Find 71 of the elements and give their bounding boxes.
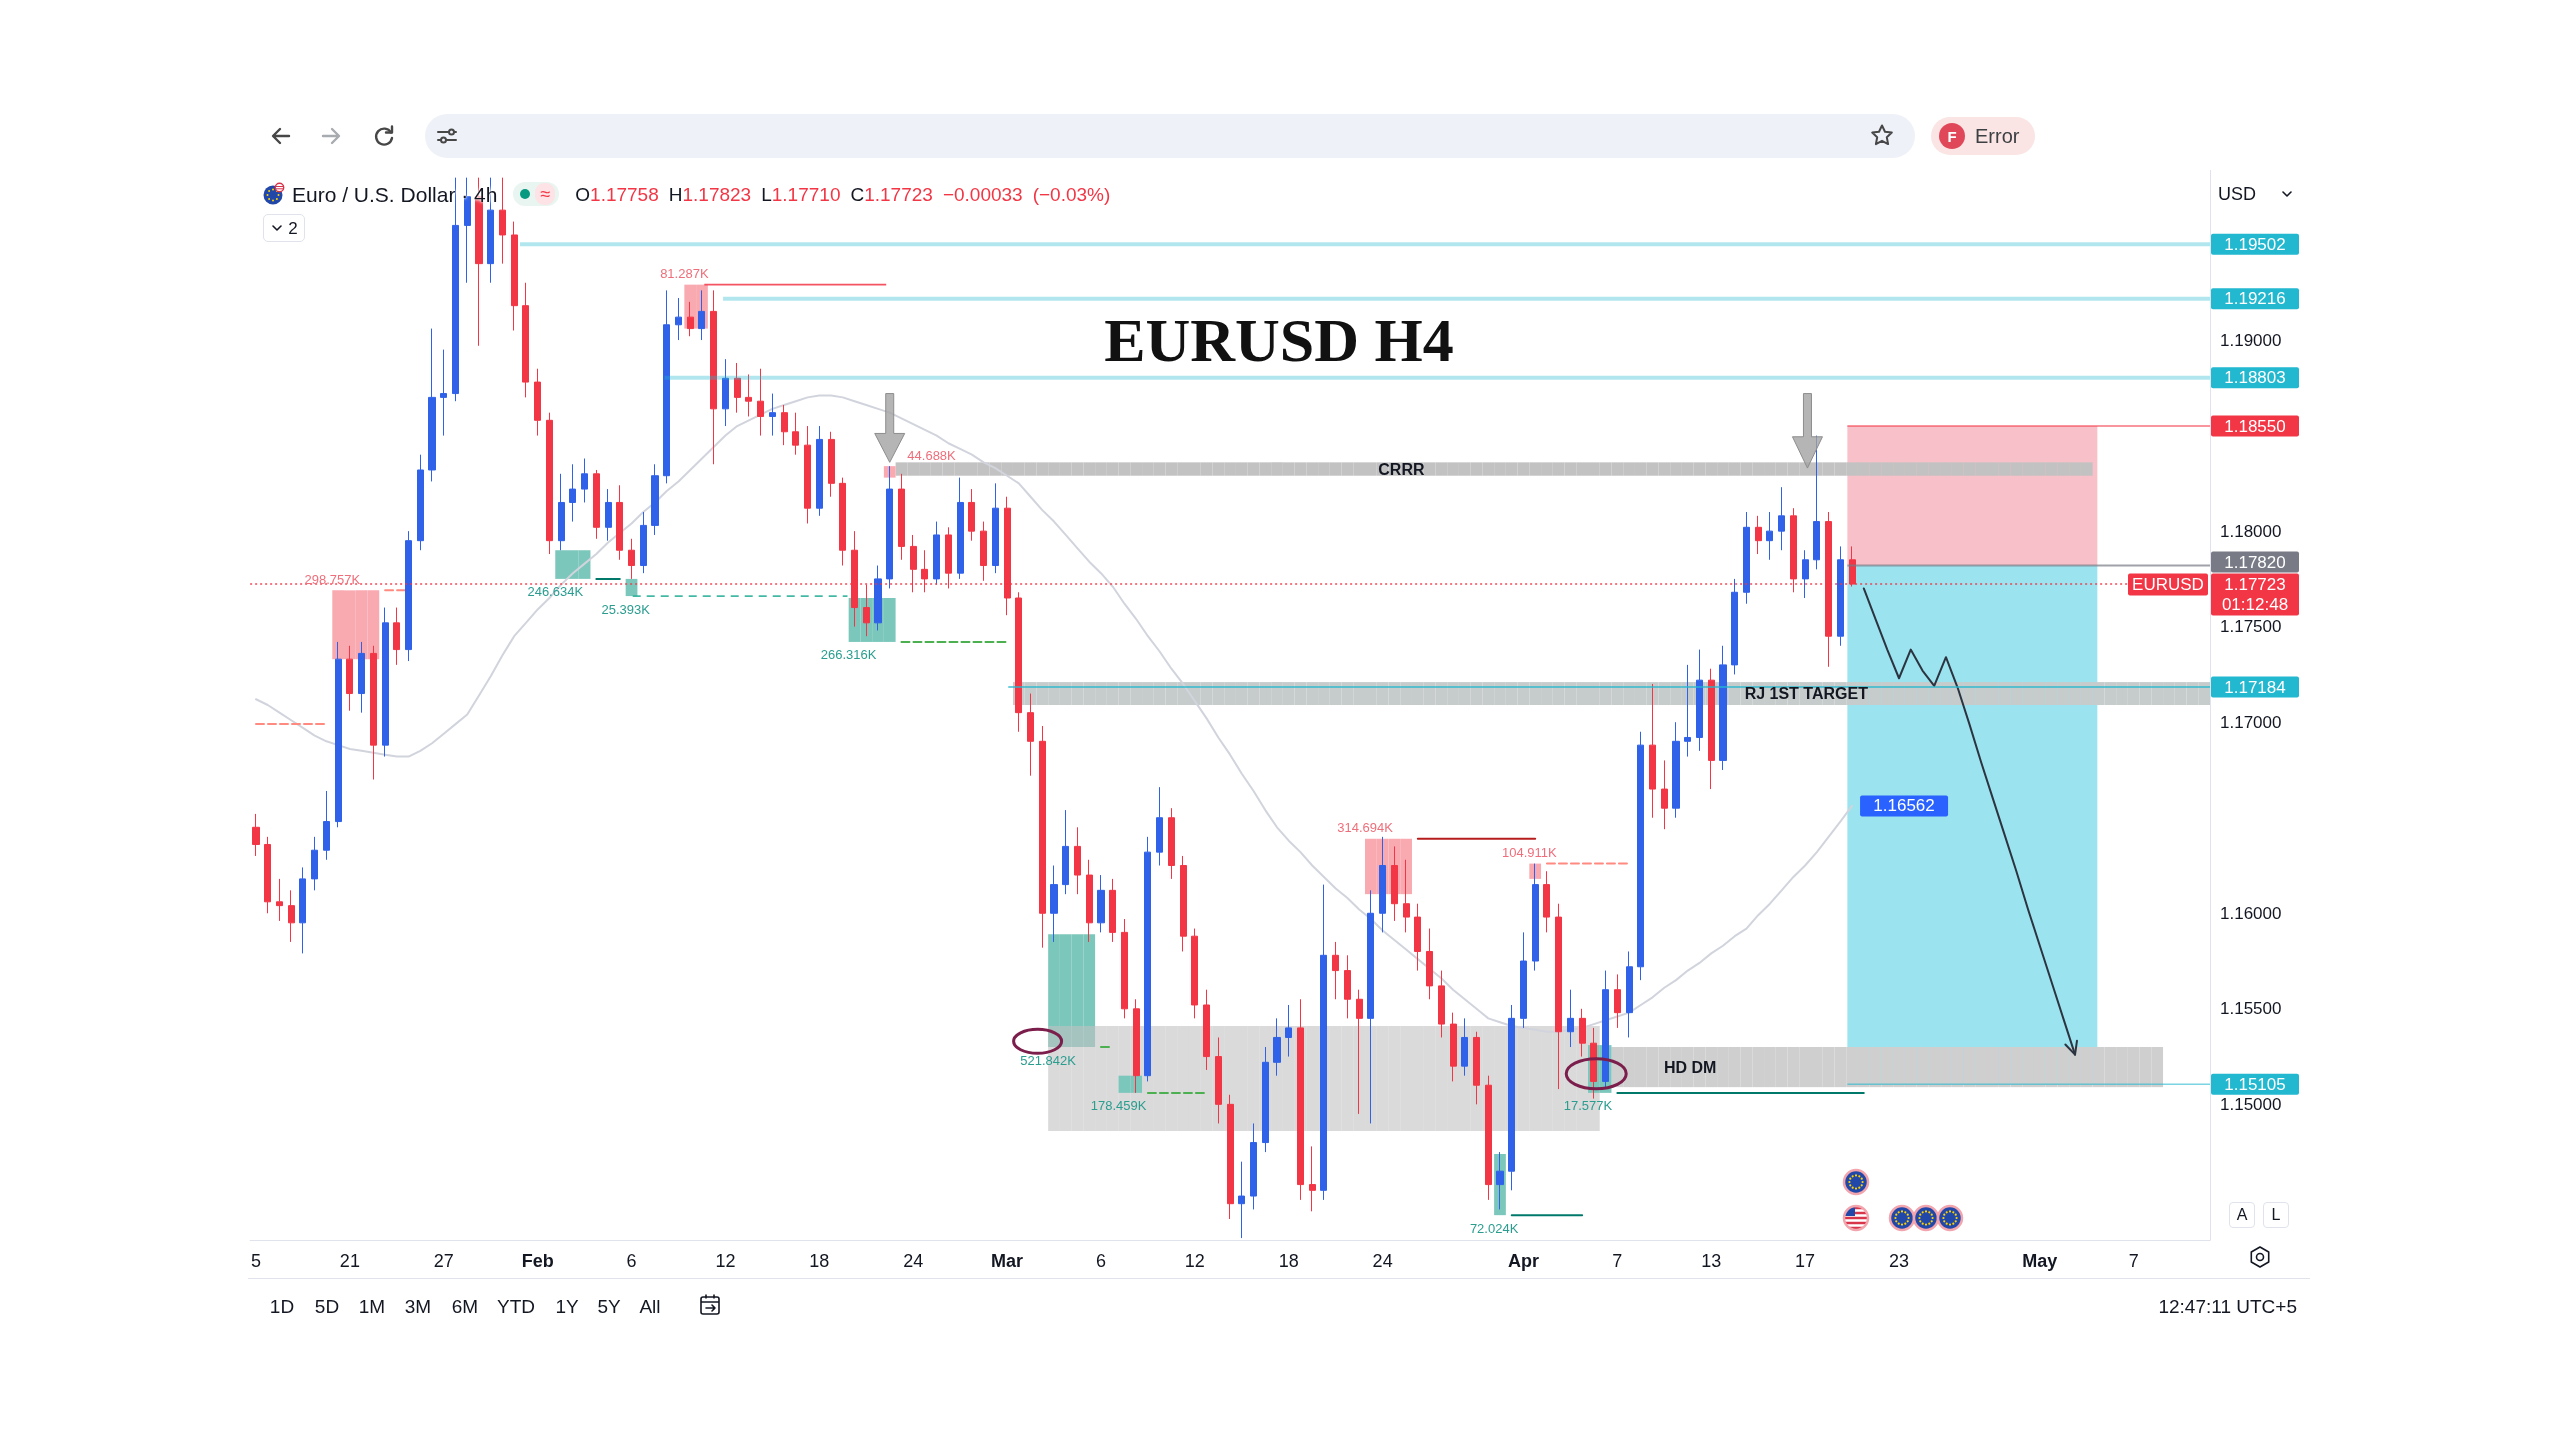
x-tick-label: 24 [903, 1251, 924, 1271]
y-tick-label: 1.15000 [2220, 1094, 2282, 1114]
x-tick-label: 12 [715, 1251, 736, 1271]
status-pill: ≈ [513, 182, 560, 206]
y-tick-label: 1.18000 [2220, 521, 2282, 541]
text: 1M [358, 1295, 386, 1317]
annotation: 246.634K [527, 584, 584, 600]
x-tick-label: 18 [809, 1251, 830, 1271]
text: 3M [404, 1295, 432, 1317]
x-tick-label: 5 [250, 1251, 262, 1271]
text: 1D [269, 1295, 295, 1317]
annotation: 17.577K [1563, 1098, 1613, 1114]
x-tick-label: 18 [1278, 1251, 1299, 1271]
ref-line-label: 1.15105 [2224, 1074, 2286, 1094]
text: 6M [451, 1295, 479, 1317]
collapse-button: 2 [263, 214, 305, 242]
ref-line-label: 1.18550 [2224, 416, 2286, 436]
x-tick-label: Mar [991, 1251, 1024, 1271]
small-button: A [2229, 1202, 2255, 1228]
x-tick-label: 7 [2128, 1251, 2139, 1271]
y-tick-label: 1.15500 [2220, 999, 2282, 1019]
annotation: 298.757K [304, 571, 361, 587]
text: 01:12:48 [2221, 595, 2289, 615]
x-tick-label: Apr [1507, 1251, 1539, 1271]
ref-line-label: 1.17184 [2224, 677, 2286, 697]
annotation: 25.393K [601, 601, 651, 617]
x-tick-label: 6 [1095, 1251, 1106, 1271]
annotation: 2 [288, 218, 298, 238]
x-tick-label: 24 [1372, 1251, 1393, 1271]
ref-line-label: 1.17820 [2224, 552, 2286, 572]
text: O1.17758 H1.17823 L1.17710 C1.17723 −0.00033 (−0.03%) [575, 183, 1111, 205]
text: All [639, 1295, 661, 1317]
text: 12:47:11 UTC+5 [2158, 1295, 2297, 1317]
text: 5D [314, 1295, 340, 1317]
annotation: EURUSD [2132, 575, 2204, 595]
text: EURUSD H4 [1104, 306, 1454, 374]
y-tick-label: 1.17500 [2220, 617, 2282, 637]
small-button: L [2263, 1202, 2289, 1228]
annotation: 521.842K [1020, 1052, 1077, 1068]
annotation: 81.287K [660, 266, 709, 282]
annotation: ≈ [535, 183, 556, 205]
x-tick-label: 23 [1888, 1251, 1910, 1271]
y-tick-label: 1.17000 [2220, 712, 2282, 732]
annotation: RJ 1ST TARGET [1744, 685, 1869, 703]
annotation: 314.694K [1337, 820, 1394, 836]
x-tick-label: 27 [433, 1251, 454, 1271]
ref-line-label: 1.19216 [2224, 289, 2286, 309]
annotation: 266.316K [820, 647, 877, 663]
annotation: 72.024K [1469, 1220, 1519, 1236]
x-tick-label: 17 [1795, 1251, 1816, 1271]
x-tick-label: May [2022, 1251, 2058, 1271]
annotation: HD DM [1663, 1058, 1717, 1076]
profile-pill: F Error [1931, 117, 2036, 155]
annotation: 104.911K [1501, 845, 1557, 861]
y-tick-label: 1.19000 [2220, 330, 2282, 350]
annotation: 178.459K [1090, 1098, 1147, 1114]
x-tick-label: 6 [626, 1251, 637, 1271]
x-tick-label: 21 [339, 1251, 360, 1271]
x-tick-label: 12 [1184, 1251, 1205, 1271]
x-tick-label: Feb [521, 1251, 554, 1271]
text: 1Y [555, 1295, 579, 1317]
ref-line-label: 1.19502 [2224, 234, 2286, 254]
annotation: 44.688K [907, 447, 957, 463]
x-tick-label: 13 [1701, 1251, 1722, 1271]
x-tick-label: 7 [1612, 1251, 1623, 1271]
y-tick-label: 1.16000 [2220, 903, 2282, 923]
ref-line-label: 1.18803 [2224, 368, 2286, 388]
text: USD [2218, 184, 2257, 204]
ref-line-label: 1.17723 [2224, 574, 2286, 594]
text: YTD [497, 1295, 535, 1317]
text: 5Y [597, 1295, 621, 1317]
